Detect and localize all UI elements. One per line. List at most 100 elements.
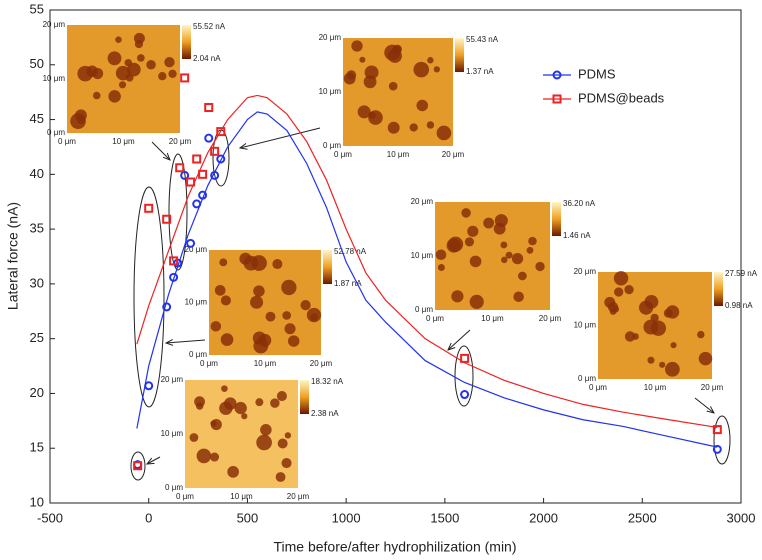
inset-spot: [251, 255, 267, 271]
point: [169, 256, 179, 266]
inset-spot: [219, 401, 233, 415]
inset-spot: [86, 65, 98, 77]
inset-y-label: 20 μm: [319, 33, 342, 42]
inset-x-label: 10 μm: [230, 492, 253, 501]
inset-spot: [670, 342, 677, 349]
point: [216, 127, 226, 137]
inset-spot: [357, 105, 371, 119]
point: [186, 238, 196, 248]
inset-y-label: 20 μm: [43, 20, 66, 29]
inset-x-label: 10 μm: [644, 383, 667, 392]
inset-spot: [665, 305, 680, 319]
inset-spot: [469, 255, 482, 268]
inset-spot: [189, 433, 199, 442]
inset-y-label: 10 μm: [411, 251, 434, 260]
point: [210, 146, 220, 156]
inset-spot: [219, 258, 228, 267]
inset-y-label: 20 μm: [185, 245, 208, 254]
inset-spot: [92, 91, 101, 100]
inset-spot: [469, 294, 484, 309]
x-tick-label: 2500: [628, 510, 657, 525]
inset-spot: [256, 434, 272, 451]
inset-x-label: 0 μm: [589, 383, 607, 392]
inset-x-label: 10 μm: [112, 137, 135, 146]
point: [460, 353, 470, 363]
inset-spot: [447, 236, 464, 252]
inset-spot: [220, 295, 231, 306]
point: [216, 154, 226, 164]
legend-label: PDMS: [578, 66, 616, 81]
afm-inset: 55.43 nA 1.37 nA 0 μm0 μm 10 μm 10 μm 20 μm 20…: [319, 33, 499, 159]
inset-y-label: 10 μm: [43, 74, 66, 83]
inset-spot: [501, 256, 508, 264]
inset-spot: [288, 335, 300, 347]
point: [169, 272, 179, 282]
inset-spot: [483, 217, 495, 229]
inset-y-label: 0 μm: [189, 350, 207, 359]
inset-x-label: 0 μm: [58, 137, 76, 146]
inset-spot: [284, 323, 296, 335]
inset-y-label: 10 μm: [161, 429, 184, 438]
inset-colorbar: [455, 38, 464, 72]
point: [204, 133, 214, 143]
inset-spot: [518, 271, 527, 281]
inset-spot: [505, 251, 513, 259]
legend-marker: [552, 70, 562, 80]
y-tick-label: 25: [30, 330, 44, 345]
inset-x-label: 20 μm: [539, 314, 562, 323]
point: [712, 425, 722, 435]
inset-spot: [351, 40, 363, 52]
inset-spot: [604, 296, 616, 308]
inset-spot: [392, 45, 402, 55]
inset-spot: [528, 236, 537, 246]
inset-x-label: 0 μm: [200, 359, 218, 368]
inset-spot: [613, 271, 629, 286]
inset-colorbar: [714, 272, 723, 306]
point: [192, 154, 202, 164]
inset-y-label: 10 μm: [574, 321, 597, 330]
point: [180, 170, 190, 180]
inset-spot: [467, 225, 479, 237]
legend-label: PDMS@beads: [578, 90, 665, 105]
inset-spot: [277, 438, 288, 449]
y-tick-label: 20: [30, 385, 44, 400]
y-tick-label: 15: [30, 440, 44, 455]
inset-spot: [209, 452, 220, 462]
inset-spot: [343, 72, 356, 85]
inset-y-label: 10 μm: [185, 298, 208, 307]
inset-spot: [255, 398, 264, 407]
x-tick-label: 1000: [332, 510, 361, 525]
inset-spot: [118, 81, 127, 89]
inset-spot: [146, 60, 156, 70]
inset-spot: [511, 252, 524, 265]
inset-spot: [260, 424, 272, 436]
inset-spot: [164, 57, 175, 68]
inset-spot: [270, 398, 280, 408]
inset-spot: [214, 284, 226, 296]
afm-inset: 55.52 nA 2.04 nA 0 μm0 μm 10 μm 10 μm 20 μm 20…: [43, 20, 226, 146]
inset-y-label: 0 μm: [165, 483, 183, 492]
inset-min-label: 1.87 nA: [334, 279, 362, 288]
inset-spot: [535, 261, 545, 272]
point: [712, 444, 722, 454]
x-tick-label: 2000: [529, 510, 558, 525]
inset-spot: [281, 279, 297, 296]
inset-spot: [461, 208, 471, 218]
x-tick-label: -500: [37, 510, 63, 525]
inset-min-label: 1.37 nA: [466, 67, 494, 76]
inset-x-label: 10 μm: [254, 359, 277, 368]
inset-spot: [698, 351, 713, 366]
inset-spot: [196, 402, 204, 410]
inset-spot: [364, 65, 379, 80]
inset-x-label: 20 μm: [701, 383, 724, 392]
inset-spot: [250, 295, 264, 309]
point: [162, 214, 172, 224]
inset-spot: [614, 287, 624, 297]
annotation-arrows: [147, 127, 714, 464]
point: [198, 190, 208, 200]
inset-spot: [433, 66, 440, 73]
inset-spot: [644, 294, 659, 309]
inset-spot: [282, 311, 292, 320]
inset-spot: [220, 333, 234, 346]
inset-spot: [500, 241, 508, 249]
